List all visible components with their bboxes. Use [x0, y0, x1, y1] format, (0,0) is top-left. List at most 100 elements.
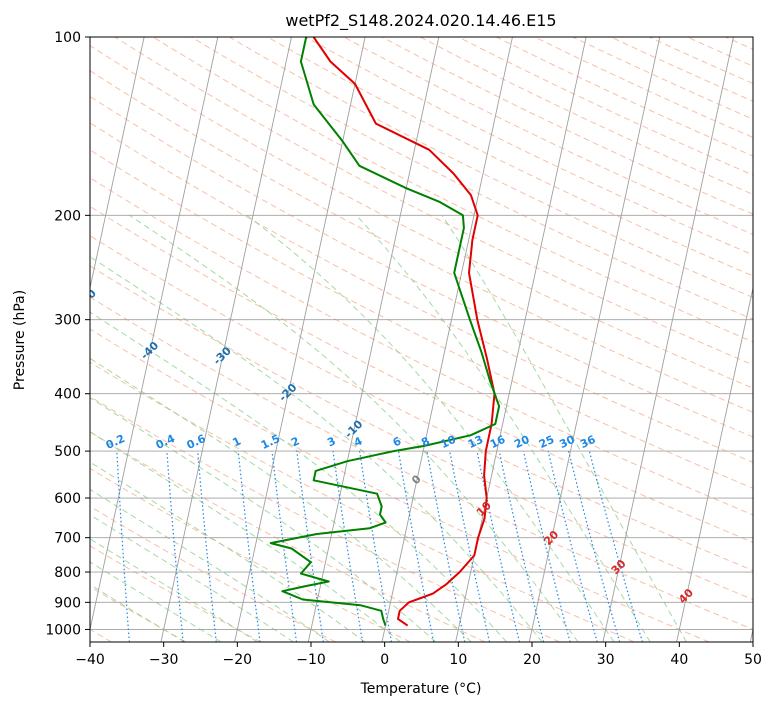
dry-adiabat	[90, 265, 753, 601]
dry-adiabat	[90, 361, 635, 642]
dry-adiabat	[419, 37, 753, 195]
dry-adiabat	[90, 431, 486, 642]
dry-adiabat	[152, 37, 753, 343]
x-tick-label: −20	[223, 652, 253, 668]
dry-adiabat	[90, 296, 753, 630]
y-tick-label: 900	[54, 595, 81, 611]
moist-adiabat	[90, 311, 507, 642]
dry-adiabat	[90, 149, 753, 489]
isotherm-line	[0, 37, 70, 642]
y-tick-label: 700	[54, 531, 81, 547]
isotherm-line	[749, 627, 753, 642]
isotherm-line	[90, 37, 145, 291]
mixing-ratio-line	[359, 451, 393, 642]
dry-adiabat	[90, 70, 753, 413]
isotherm-label: 0	[409, 472, 424, 487]
mixing-ratio-label: 25	[537, 433, 556, 451]
moist-adiabat	[90, 488, 330, 642]
y-tick-label: 100	[54, 30, 81, 46]
isotherm-label: -50	[76, 286, 99, 309]
adiabat-label-layer: 0.10.20.40.611.52346810131620253036-100-…	[13, 234, 696, 606]
mixing-ratio-label: 1.5	[259, 432, 282, 452]
y-tick-label: 500	[54, 444, 81, 460]
mixing-ratio-line	[296, 451, 324, 642]
moist-adiabat	[90, 514, 294, 642]
y-axis-label: Pressure (hPa)	[12, 290, 28, 390]
y-tick-label: 300	[54, 313, 81, 329]
moist-adiabat	[90, 561, 222, 642]
isotherm-label: 30	[609, 557, 629, 577]
isotherm-line	[307, 37, 440, 642]
mixing-ratio-label: 30	[557, 433, 577, 451]
mixing-ratio-line	[237, 451, 261, 642]
dry-adiabat	[90, 545, 262, 642]
isotherm-label: 40	[676, 586, 696, 606]
dry-adiabat	[764, 37, 775, 642]
x-tick-label: 50	[744, 652, 762, 668]
x-tick-label: −10	[296, 652, 326, 668]
moist-adiabat	[90, 256, 543, 642]
isotherm-label: -20	[276, 381, 299, 404]
x-tick-label: −40	[75, 652, 105, 668]
mixing-ratio-label: 1	[231, 434, 243, 449]
dry-adiabat	[90, 235, 753, 572]
y-tick-label: 800	[54, 565, 81, 581]
dry-adiabat	[114, 37, 753, 366]
dry-adiabat	[90, 467, 411, 642]
y-tick-label: 400	[54, 387, 81, 403]
mixing-ratio-line	[197, 451, 217, 642]
temperature-profile-line	[312, 37, 496, 627]
x-tick-label: −30	[149, 652, 179, 668]
x-axis-label: Temperature (°C)	[360, 681, 482, 697]
mixing-ratio-label: 13	[466, 433, 485, 451]
mixing-ratio-line	[498, 450, 545, 642]
x-tick-label: 40	[670, 652, 688, 668]
dry-adiabat	[90, 45, 753, 389]
moist-adiabat	[90, 584, 185, 642]
mixing-ratio-label: 36	[578, 433, 598, 451]
tick-layer: −40 −30 −20 −10 0 10 20 30 40 5010020030040050060…	[45, 30, 762, 668]
dry-adiabat	[90, 395, 560, 642]
dry-adiabat	[343, 37, 753, 235]
mixing-ratio-line	[449, 450, 491, 642]
mixing-ratio-label: 0.4	[154, 432, 177, 452]
mixing-ratio-line	[588, 450, 643, 642]
x-tick-label: 30	[597, 652, 615, 668]
mixing-ratio-line	[426, 450, 466, 642]
x-tick-label: 10	[449, 652, 467, 668]
dry-adiabat	[381, 37, 753, 215]
moist-adiabat	[90, 538, 258, 642]
mixing-ratio-label: 6	[391, 434, 404, 449]
y-tick-label: 600	[54, 491, 81, 507]
moist-adiabat	[90, 357, 472, 642]
mixing-ratio-label: 20	[512, 433, 532, 451]
data-layer	[269, 37, 501, 627]
x-tick-label: 20	[523, 652, 541, 668]
moist-adiabat	[90, 461, 366, 642]
x-tick-label: 0	[380, 652, 389, 668]
isotherm-label: -40	[138, 339, 161, 362]
dry-adiabat	[90, 328, 710, 642]
y-tick-label: 1000	[45, 622, 81, 638]
mixing-ratio-line	[271, 451, 298, 642]
dry-adiabat	[90, 177, 753, 516]
moist-adiabat	[441, 215, 687, 642]
dry-adiabat	[458, 37, 753, 176]
isotherm-line	[160, 37, 292, 642]
mixing-ratio-label: 2	[289, 434, 301, 449]
mixing-ratio-line	[397, 451, 435, 642]
isotherm-label: -30	[211, 344, 234, 367]
moist-adiabat	[246, 214, 615, 642]
isotherm-label: -60	[13, 234, 36, 257]
dry-adiabat	[90, 95, 753, 438]
moist-adiabat	[355, 214, 651, 642]
plot-frame	[89, 36, 754, 643]
mixing-ratio-line	[522, 450, 571, 642]
isotherm-line	[676, 285, 753, 642]
dewpoint-profile-line	[269, 37, 501, 626]
dry-adiabat	[90, 205, 753, 543]
isotherm-line	[602, 37, 734, 642]
dry-adiabat	[725, 37, 753, 50]
mixing-ratio-line	[547, 450, 598, 642]
isotherm-line	[381, 37, 513, 642]
